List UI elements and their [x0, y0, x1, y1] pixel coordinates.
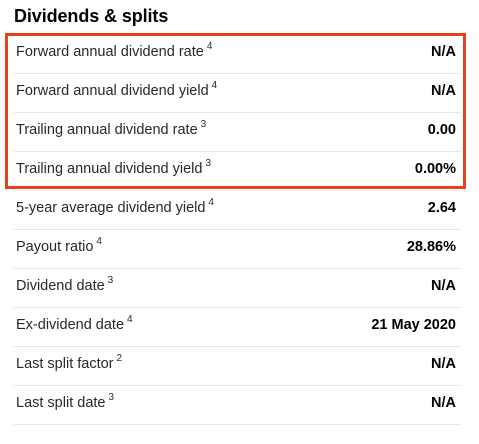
- row-label: Dividend date 3: [16, 275, 114, 294]
- table-row: Forward annual dividend yield 4 N/A: [14, 74, 461, 113]
- table-row: 5-year average dividend yield 4 2.64: [14, 191, 461, 230]
- row-value: N/A: [431, 395, 456, 411]
- table-row: Forward annual dividend rate 4 N/A: [14, 35, 461, 74]
- footnote-marker: 4: [96, 236, 102, 247]
- row-value: N/A: [431, 83, 456, 99]
- table-row: Payout ratio 4 28.86%: [14, 230, 461, 269]
- footnote-marker: 2: [116, 353, 123, 364]
- row-label: Ex-dividend date 4: [16, 314, 133, 333]
- row-label: 5-year average dividend yield 4: [16, 197, 214, 216]
- table-row: Trailing annual dividend rate 3 0.00: [14, 113, 461, 152]
- table-row: Last split date 3 N/A: [14, 386, 461, 425]
- row-value: 0.00: [427, 122, 456, 138]
- row-label: Last split date 3: [16, 392, 115, 411]
- table-row: Trailing annual dividend yield 3 0.00%: [14, 152, 461, 191]
- row-value: 21 May 2020: [371, 317, 456, 333]
- stats-table: Forward annual dividend rate 4 N/A Forwar…: [14, 35, 461, 425]
- table-row: Last split factor 2 N/A: [14, 347, 461, 386]
- row-label: Forward annual dividend rate 4: [16, 41, 213, 60]
- table-row: Ex-dividend date 4 21 May 2020: [14, 308, 461, 347]
- row-value: 28.86%: [406, 239, 456, 255]
- row-label: Trailing annual dividend yield 3: [16, 158, 212, 177]
- footnote-marker: 3: [107, 275, 114, 286]
- row-label: Last split factor 2: [16, 353, 123, 372]
- footnote-marker: 4: [208, 197, 214, 208]
- footnote-marker: 3: [200, 119, 207, 130]
- row-label: Trailing annual dividend rate 3: [16, 119, 207, 138]
- row-label: Payout ratio 4: [16, 236, 102, 255]
- table-row: Dividend date 3 N/A: [14, 269, 461, 308]
- row-label: Forward annual dividend yield 4: [16, 80, 218, 99]
- footnote-marker: 4: [211, 80, 218, 91]
- footnote-marker: 3: [108, 392, 115, 403]
- row-value: N/A: [431, 356, 456, 372]
- row-value: N/A: [431, 278, 456, 294]
- footnote-marker: 4: [206, 41, 213, 52]
- section-title: Dividends & splits: [14, 6, 169, 26]
- footnote-marker: 3: [205, 158, 212, 169]
- row-value: N/A: [431, 44, 456, 60]
- row-value: 0.00%: [414, 161, 456, 177]
- footnote-marker: 4: [127, 314, 133, 325]
- row-value: 2.64: [427, 200, 456, 216]
